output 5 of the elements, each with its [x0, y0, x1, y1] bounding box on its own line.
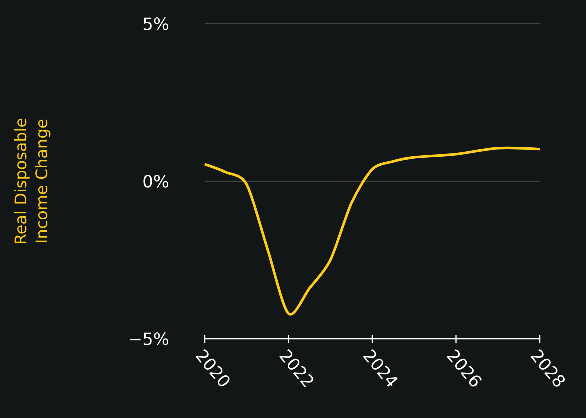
y-tick-label: −5% [130, 332, 169, 346]
y-tick-label: 0% [144, 175, 169, 188]
y-axis-title: Real Disposable Income Change [14, 118, 51, 244]
y-tick-label: 5% [144, 18, 169, 30]
line-series [204, 146, 542, 316]
